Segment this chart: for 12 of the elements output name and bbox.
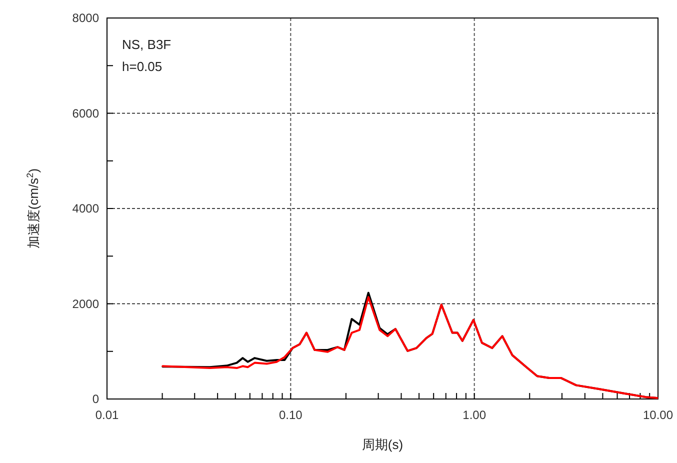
x-axis-title: 周期(s) (362, 437, 404, 452)
y-tick-label: 8000 (72, 11, 100, 25)
x-tick-label: 10.00 (642, 408, 674, 422)
annotation: h=0.05 (122, 59, 162, 74)
y-tick-label: 2000 (72, 296, 100, 311)
x-tick-label: 1.00 (462, 408, 486, 422)
x-tick-label: 0.01 (95, 408, 119, 422)
y-tick-label: 6000 (72, 106, 100, 120)
y-tick-label: 0 (92, 392, 100, 406)
y-tick-label: 4000 (72, 202, 100, 216)
annotation: NS, B3F (122, 37, 172, 52)
x-tick-label: 0.10 (278, 408, 303, 422)
